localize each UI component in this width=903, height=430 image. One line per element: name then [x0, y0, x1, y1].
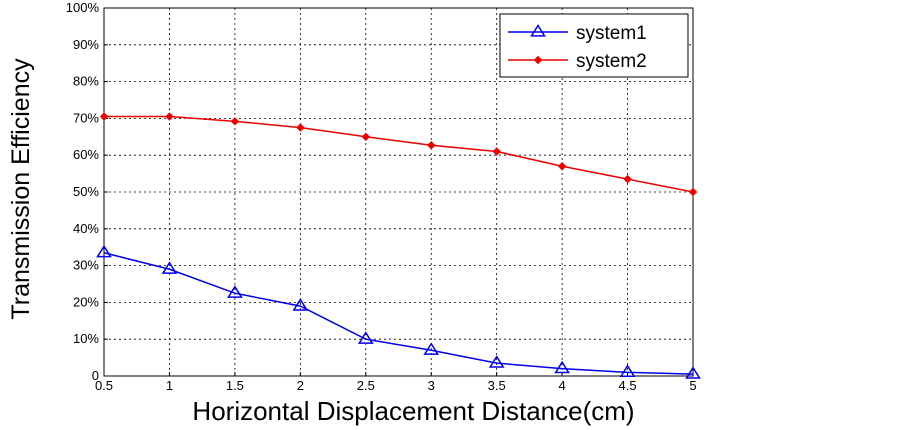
- legend-label: system1: [576, 23, 647, 44]
- x-tick-label: 2.5: [357, 378, 375, 393]
- series-line: [104, 115, 694, 193]
- data-point-diamond: [361, 132, 370, 142]
- x-tick-label: 2: [297, 378, 304, 393]
- data-point-triangle: [619, 364, 636, 377]
- data-point-diamond: [296, 123, 305, 132]
- series-system2: [99, 112, 698, 197]
- legend-box: [499, 13, 689, 78]
- y-tick-label: 0: [92, 368, 99, 383]
- legend-label: system2: [576, 51, 647, 72]
- data-point-diamond: [230, 117, 240, 126]
- data-point-diamond: [427, 141, 436, 150]
- y-tick-label: 50%: [73, 184, 99, 199]
- x-tick-label: 4.5: [619, 378, 637, 393]
- x-tick-label: 1: [166, 378, 173, 393]
- legend: system1 system2: [499, 13, 689, 78]
- x-tick-label: 4: [558, 378, 565, 393]
- data-point-diamond: [688, 187, 698, 197]
- y-tick-label: 10%: [73, 331, 99, 346]
- data-point-diamond: [623, 174, 632, 184]
- grid: [104, 8, 693, 376]
- y-tick-label: 20%: [73, 294, 99, 309]
- data-point-diamond: [99, 112, 109, 121]
- legend-entry: system2: [508, 51, 647, 72]
- data-point-diamond: [557, 162, 567, 171]
- data-point-triangle: [357, 331, 374, 344]
- x-tick-label: 5: [689, 378, 696, 393]
- data-point-diamond: [492, 147, 501, 156]
- y-tick-label: 30%: [73, 258, 99, 273]
- y-tick-label: 70%: [73, 110, 99, 125]
- data-point-triangle: [423, 342, 440, 355]
- data-point-triangle: [161, 261, 178, 274]
- data-point-triangle: [685, 366, 701, 379]
- axis-ticks: 0 10% 20% 30% 40% 50% 60% 70% 80% 90% 100% 0.5 1 1.5 2…: [66, 0, 697, 393]
- data-point-triangle: [96, 244, 112, 258]
- data-point-triangle: [554, 360, 570, 374]
- series-system1: [96, 244, 701, 379]
- data-point-diamond: [165, 112, 174, 121]
- data-point-triangle: [292, 298, 309, 311]
- data-point-triangle: [227, 285, 243, 298]
- y-tick-label: 40%: [73, 221, 99, 236]
- x-axis-label: Horizontal Displacement Distance(cm): [192, 396, 634, 426]
- series-lines: [96, 112, 701, 379]
- data-point-triangle: [530, 24, 546, 37]
- x-tick-label: 3.5: [488, 378, 506, 393]
- y-tick-label: 90%: [73, 37, 99, 52]
- x-tick-label: 1.5: [226, 378, 244, 393]
- x-tick-label: 3: [428, 378, 435, 393]
- data-point-triangle: [488, 355, 505, 368]
- data-point-diamond: [533, 55, 543, 65]
- y-axis-label: Transmission Efficiency: [7, 58, 35, 320]
- series-line: [103, 251, 694, 375]
- legend-entry: system1: [508, 23, 647, 44]
- y-tick-label: 80%: [73, 74, 99, 89]
- y-tick-label: 100%: [66, 0, 100, 15]
- y-tick-label: 60%: [73, 147, 99, 162]
- x-tick-label: 0.5: [95, 378, 113, 393]
